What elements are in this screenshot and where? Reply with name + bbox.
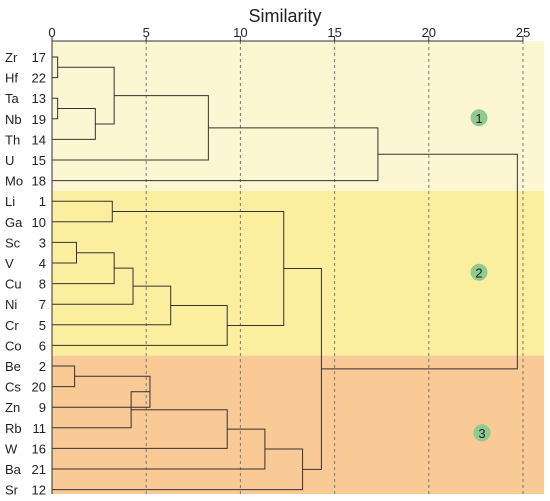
x-tick-label-25: 25 [516, 25, 530, 40]
leaf-id-9: 9 [39, 400, 46, 415]
leaf-element-U: U [5, 153, 14, 168]
leaf-element-Be: Be [5, 359, 21, 374]
group-marker-2 [470, 263, 488, 281]
leaf-id-10: 10 [32, 215, 46, 230]
group-band-2 [52, 190, 544, 356]
plot-frame [51, 40, 523, 494]
leaf-id-5: 5 [39, 318, 46, 333]
leaf-id-16: 16 [32, 441, 46, 456]
leaf-element-Nb: Nb [5, 112, 22, 127]
group-label-1: 1 [475, 111, 482, 126]
group-band-1 [52, 41, 544, 191]
leaf-id-21: 21 [32, 462, 46, 477]
leaf-element-Ga: Ga [5, 215, 23, 230]
x-axis-ticks: 0 5 10 15 20 25 [48, 25, 530, 41]
leaf-id-3: 3 [39, 235, 46, 250]
leaf-labels: Zr 17 Hf 22 Ta 13 Nb 19 Th 14 U 15 Mo 18 Li 1 Ga 10 Sc 3 V 4 C… [5, 50, 46, 498]
group-marker-1 [470, 109, 488, 127]
x-tick-label-20: 20 [422, 25, 436, 40]
leaf-id-11: 11 [33, 421, 47, 436]
leaf-element-V: V [5, 256, 14, 271]
leaf-element-Rb: Rb [5, 421, 22, 436]
group-markers: 1 2 3 [470, 109, 491, 442]
leaf-element-Ba: Ba [5, 462, 22, 477]
x-tick-label-15: 15 [327, 25, 341, 40]
leaf-element-Ta: Ta [5, 91, 20, 106]
leaf-element-Ni: Ni [5, 297, 17, 312]
x-tick-label-10: 10 [233, 25, 247, 40]
leaf-id-13: 13 [32, 91, 46, 106]
leaf-id-22: 22 [32, 71, 46, 86]
leaf-id-19: 19 [32, 112, 46, 127]
leaf-id-2: 2 [39, 359, 46, 374]
group-label-2: 2 [475, 265, 482, 280]
leaf-element-Cs: Cs [5, 380, 21, 395]
x-tick-label-5: 5 [143, 25, 150, 40]
leaf-element-Cu: Cu [5, 277, 22, 292]
dendrogram-branches [52, 56, 518, 491]
branch-root [321, 153, 518, 370]
leaf-element-Mo: Mo [5, 174, 23, 189]
leaf-element-W: W [5, 441, 18, 456]
leaf-element-Cr: Cr [5, 318, 19, 333]
group-label-3: 3 [478, 426, 485, 441]
leaf-id-20: 20 [32, 380, 46, 395]
leaf-element-Hf: Hf [5, 71, 18, 86]
leaf-id-17: 17 [32, 50, 46, 65]
x-axis-title: Similarity [248, 6, 321, 26]
leaf-element-Zr: Zr [5, 50, 18, 65]
leaf-id-7: 7 [39, 297, 46, 312]
leaf-element-Sr: Sr [5, 483, 19, 498]
leaf-element-Sc: Sc [5, 235, 21, 250]
leaf-element-Zn: Zn [5, 400, 20, 415]
leaf-element-Li: Li [5, 194, 15, 209]
group-marker-3 [473, 424, 491, 442]
leaf-id-8: 8 [39, 277, 46, 292]
group-band-3 [52, 355, 544, 494]
x-tick-label-0: 0 [48, 25, 55, 40]
group-bands [52, 41, 544, 494]
leaf-id-18: 18 [32, 174, 46, 189]
leaf-id-1: 1 [39, 194, 46, 209]
leaf-id-4: 4 [39, 256, 46, 271]
leaf-id-14: 14 [32, 132, 46, 147]
leaf-element-Co: Co [5, 338, 22, 353]
leaf-id-15: 15 [32, 153, 46, 168]
leaf-element-Th: Th [5, 132, 20, 147]
leaf-id-6: 6 [39, 338, 46, 353]
leaf-id-12: 12 [32, 483, 46, 498]
